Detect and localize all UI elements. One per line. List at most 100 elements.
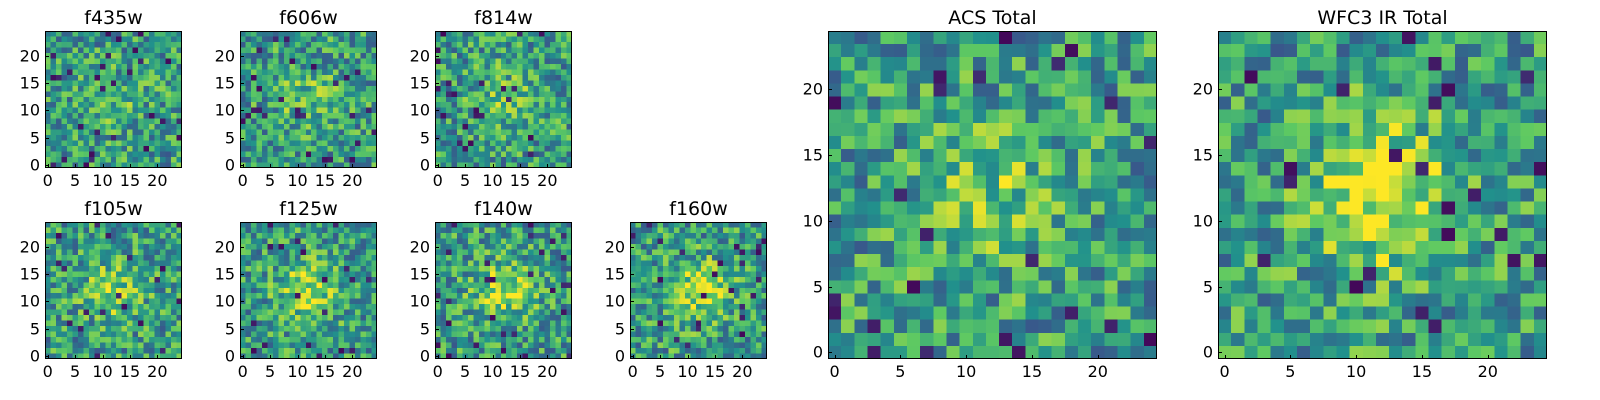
- y-tick-label: 20: [604, 237, 625, 257]
- x-tick-mark: [547, 355, 549, 359]
- x-tick-mark: [1421, 355, 1423, 359]
- y-tick-label: 0: [224, 155, 235, 175]
- y-tick-mark: [828, 89, 832, 91]
- y-tick-label: 15: [409, 264, 430, 284]
- x-tick-mark: [297, 164, 299, 168]
- x-tick-label: 15: [1411, 362, 1433, 381]
- y-tick-mark: [630, 274, 634, 276]
- x-tick-mark: [1224, 355, 1226, 359]
- x-tick-label: 10: [482, 362, 503, 381]
- y-tick-mark: [240, 356, 244, 358]
- y-tick-mark: [435, 274, 439, 276]
- y-tick-label: 15: [214, 264, 235, 284]
- y-tick-label: 15: [802, 145, 823, 165]
- x-tick-label: 15: [119, 171, 141, 190]
- y-tick-mark: [630, 356, 634, 358]
- y-tick-mark: [435, 165, 439, 167]
- x-tick-label: 0: [432, 171, 443, 190]
- y-tick-label: 15: [214, 73, 235, 93]
- y-tick-mark: [45, 356, 49, 358]
- x-tick-mark: [1356, 355, 1358, 359]
- y-tick-label: 10: [409, 100, 430, 120]
- y-tick-mark: [240, 165, 244, 167]
- y-tick-mark: [828, 286, 832, 288]
- heatmap-image: [435, 222, 572, 359]
- y-tick-label: 20: [214, 46, 235, 66]
- y-tick-label: 20: [409, 237, 430, 257]
- x-tick-label: 15: [509, 171, 531, 190]
- y-tick-mark: [45, 165, 49, 167]
- x-tick-mark: [547, 164, 549, 168]
- y-tick-mark: [828, 220, 832, 222]
- x-tick-label: 15: [704, 362, 726, 381]
- y-tick-mark: [828, 155, 832, 157]
- y-tick-label: 10: [19, 291, 40, 311]
- x-tick-label: 20: [537, 171, 558, 190]
- y-tick-label: 5: [1202, 277, 1213, 297]
- y-tick-label: 0: [419, 155, 430, 175]
- x-tick-label: 20: [342, 171, 363, 190]
- y-tick-label: 10: [409, 291, 430, 311]
- y-tick-mark: [630, 301, 634, 303]
- heatmap-image: [240, 31, 377, 168]
- y-tick-mark: [240, 328, 244, 330]
- y-tick-label: 20: [1192, 79, 1213, 99]
- y-tick-label: 5: [224, 128, 235, 148]
- x-tick-label: 0: [432, 362, 443, 381]
- panel-title: f160w: [669, 198, 728, 220]
- y-tick-label: 5: [29, 319, 40, 339]
- x-tick-mark: [324, 355, 326, 359]
- y-tick-label: 15: [19, 264, 40, 284]
- y-tick-label: 15: [604, 264, 625, 284]
- heatmap-image: [630, 222, 767, 359]
- y-tick-mark: [45, 55, 49, 57]
- panel-title: f435w: [84, 7, 143, 29]
- y-tick-label: 20: [802, 79, 823, 99]
- x-tick-label: 15: [509, 362, 531, 381]
- y-tick-mark: [630, 246, 634, 248]
- x-tick-mark: [742, 355, 744, 359]
- x-tick-label: 5: [1285, 362, 1296, 381]
- y-tick-label: 5: [29, 128, 40, 148]
- x-tick-label: 10: [482, 171, 503, 190]
- y-tick-mark: [630, 328, 634, 330]
- y-tick-label: 0: [419, 346, 430, 366]
- x-tick-label: 10: [955, 362, 977, 381]
- x-tick-label: 0: [627, 362, 638, 381]
- x-tick-mark: [324, 164, 326, 168]
- x-tick-label: 10: [92, 171, 113, 190]
- x-tick-label: 20: [147, 171, 168, 190]
- y-tick-mark: [45, 246, 49, 248]
- y-tick-mark: [1218, 352, 1222, 354]
- x-tick-label: 5: [460, 362, 471, 381]
- y-tick-mark: [435, 356, 439, 358]
- y-tick-mark: [240, 301, 244, 303]
- x-tick-mark: [1097, 355, 1099, 359]
- y-tick-label: 15: [19, 73, 40, 93]
- y-tick-label: 20: [19, 46, 40, 66]
- y-tick-mark: [1218, 220, 1222, 222]
- y-tick-label: 10: [1192, 211, 1213, 231]
- x-tick-mark: [102, 164, 104, 168]
- x-tick-label: 10: [1345, 362, 1367, 381]
- x-tick-mark: [492, 164, 494, 168]
- panel-title: f125w: [279, 198, 338, 220]
- x-tick-label: 0: [237, 362, 248, 381]
- heatmap-image: [240, 222, 377, 359]
- x-tick-mark: [129, 355, 131, 359]
- y-tick-label: 5: [812, 277, 823, 297]
- y-tick-mark: [435, 83, 439, 85]
- y-tick-mark: [435, 137, 439, 139]
- y-tick-mark: [435, 328, 439, 330]
- y-tick-mark: [1218, 89, 1222, 91]
- y-tick-label: 10: [214, 100, 235, 120]
- y-tick-label: 0: [1202, 342, 1213, 362]
- x-tick-label: 10: [677, 362, 698, 381]
- x-tick-label: 10: [92, 362, 113, 381]
- x-tick-label: 20: [732, 362, 753, 381]
- y-tick-label: 20: [214, 237, 235, 257]
- x-tick-mark: [75, 164, 77, 168]
- x-tick-mark: [966, 355, 968, 359]
- y-tick-mark: [435, 110, 439, 112]
